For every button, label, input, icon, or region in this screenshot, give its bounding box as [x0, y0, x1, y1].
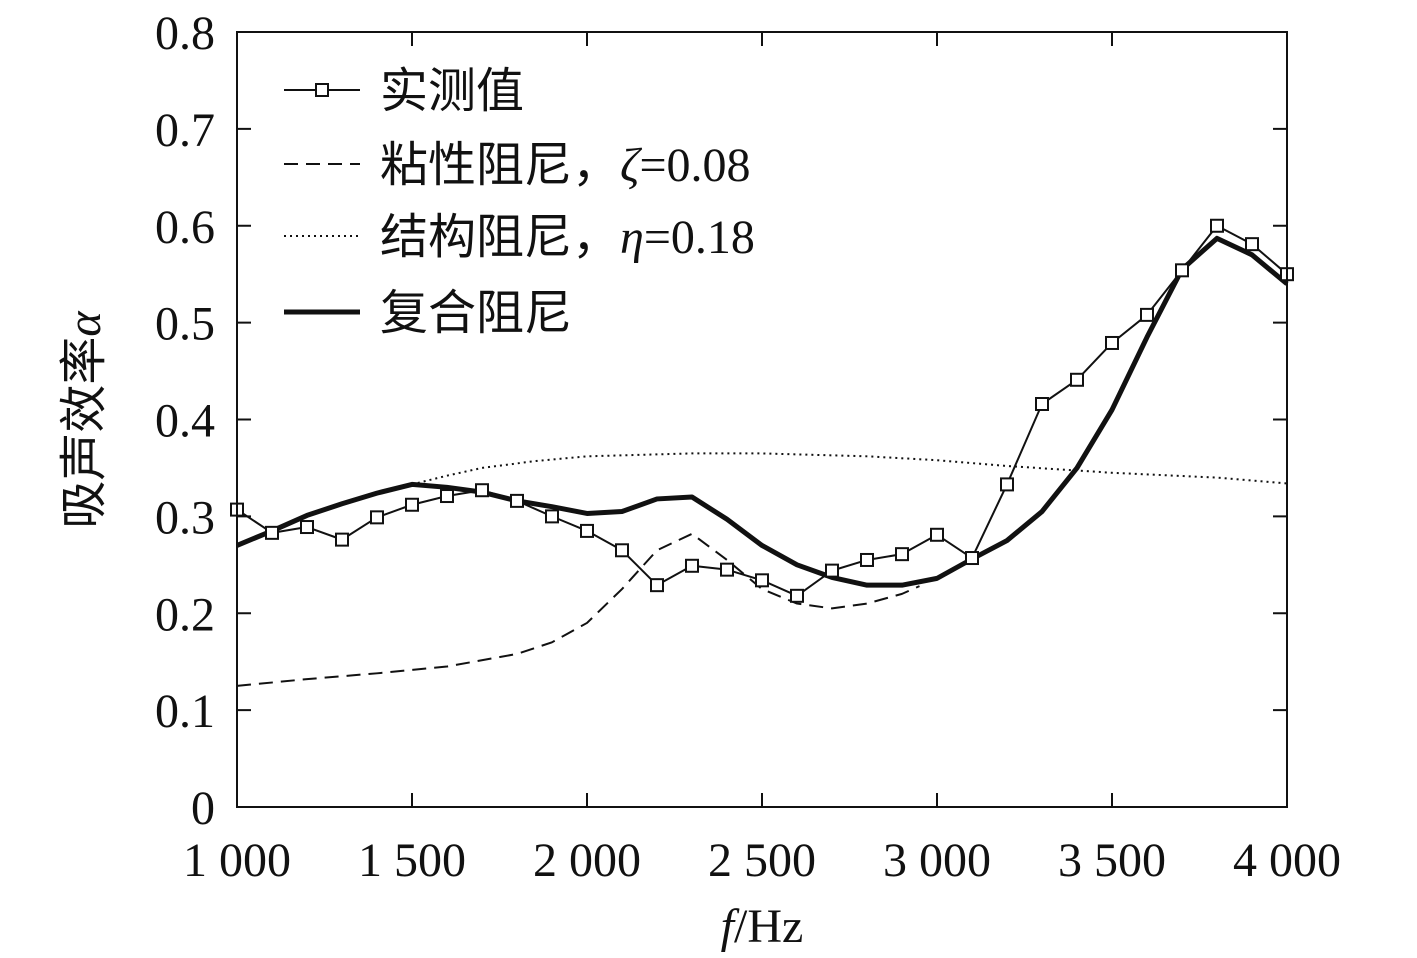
- y-tick-label: 0.1: [155, 685, 215, 738]
- x-axis-label: f/Hz: [721, 900, 804, 953]
- svg-text:粘性阻尼，ζ=0.08: 粘性阻尼，ζ=0.08: [380, 139, 751, 192]
- data-point-marker: [1035, 397, 1049, 411]
- data-point-marker: [860, 552, 874, 567]
- y-tick-label: 0.3: [155, 491, 215, 544]
- y-tick-label: 0: [191, 782, 215, 835]
- y-tick-label: 0.6: [155, 201, 215, 254]
- y-tick-label: 0.7: [155, 104, 215, 157]
- series-line-dotted: [411, 452, 1288, 486]
- x-tick-label: 1 500: [358, 834, 466, 887]
- data-point-marker: [300, 520, 314, 535]
- data-point-marker: [440, 489, 454, 504]
- legend: 实测值 粘性阻尼，ζ=0.08 结构阻尼，η=0.18 复合阻尼: [284, 65, 755, 340]
- y-axis-label: 吸声效率α: [58, 311, 111, 529]
- x-tick-label: 2 000: [533, 834, 641, 887]
- data-point-marker: [720, 562, 734, 577]
- data-point-marker: [930, 527, 944, 542]
- x-tick-label: 2 500: [708, 834, 816, 887]
- svg-text:结构阻尼，η=0.18: 结构阻尼，η=0.18: [380, 211, 755, 264]
- data-point-marker: [1105, 335, 1119, 350]
- data-point-marker: [1000, 477, 1014, 492]
- data-point-marker: [1140, 307, 1154, 322]
- data-point-marker: [1175, 263, 1189, 278]
- data-point-marker: [650, 578, 664, 593]
- data-point-marker: [965, 551, 979, 566]
- x-tick-label: 4 000: [1233, 834, 1341, 887]
- svg-text:复合阻尼: 复合阻尼: [380, 287, 572, 340]
- series-line-dashed: [236, 532, 920, 687]
- data-point-marker: [790, 588, 804, 603]
- data-point-marker: [825, 563, 839, 578]
- data-point-marker: [335, 532, 349, 547]
- square-marker-icon: [315, 83, 329, 97]
- y-tick-label: 0.2: [155, 588, 215, 641]
- legend-item-measured: 实测值: [284, 65, 524, 118]
- data-point-marker: [1070, 372, 1084, 387]
- data-point-marker: [370, 510, 384, 525]
- data-point-marker: [265, 525, 279, 540]
- legend-item-composite: 复合阻尼: [284, 287, 572, 340]
- y-tick-label: 0.4: [155, 395, 215, 448]
- x-tick-label: 3 500: [1058, 834, 1166, 887]
- svg-text:实测值: 实测值: [380, 65, 524, 118]
- data-point-marker: [1245, 237, 1259, 252]
- ticks-layer: 1 000 1 500 2 000 2 500 3 000 3 500 4 000 0 0.1 0…: [155, 7, 1341, 887]
- data-point-marker: [510, 493, 524, 508]
- data-point-marker: [1210, 218, 1224, 233]
- data-point-marker: [475, 483, 489, 498]
- data-point-marker: [895, 547, 909, 562]
- data-point-marker: [545, 509, 559, 524]
- data-point-marker: [615, 543, 629, 558]
- legend-item-viscous: 粘性阻尼，ζ=0.08: [284, 139, 751, 192]
- x-tick-label: 3 000: [883, 834, 991, 887]
- series-line-line-square-markers: [236, 224, 1288, 597]
- y-tick-label: 0.8: [155, 7, 215, 60]
- legend-item-structural: 结构阻尼，η=0.18: [284, 211, 755, 264]
- data-point-marker: [405, 497, 419, 512]
- x-tick-label: 1 000: [183, 834, 291, 887]
- data-point-marker: [580, 523, 594, 538]
- data-point-marker: [755, 573, 769, 588]
- series-line-thick: [236, 235, 1289, 588]
- data-point-marker: [685, 558, 699, 573]
- series-layer: [230, 218, 1294, 687]
- y-tick-label: 0.5: [155, 298, 215, 351]
